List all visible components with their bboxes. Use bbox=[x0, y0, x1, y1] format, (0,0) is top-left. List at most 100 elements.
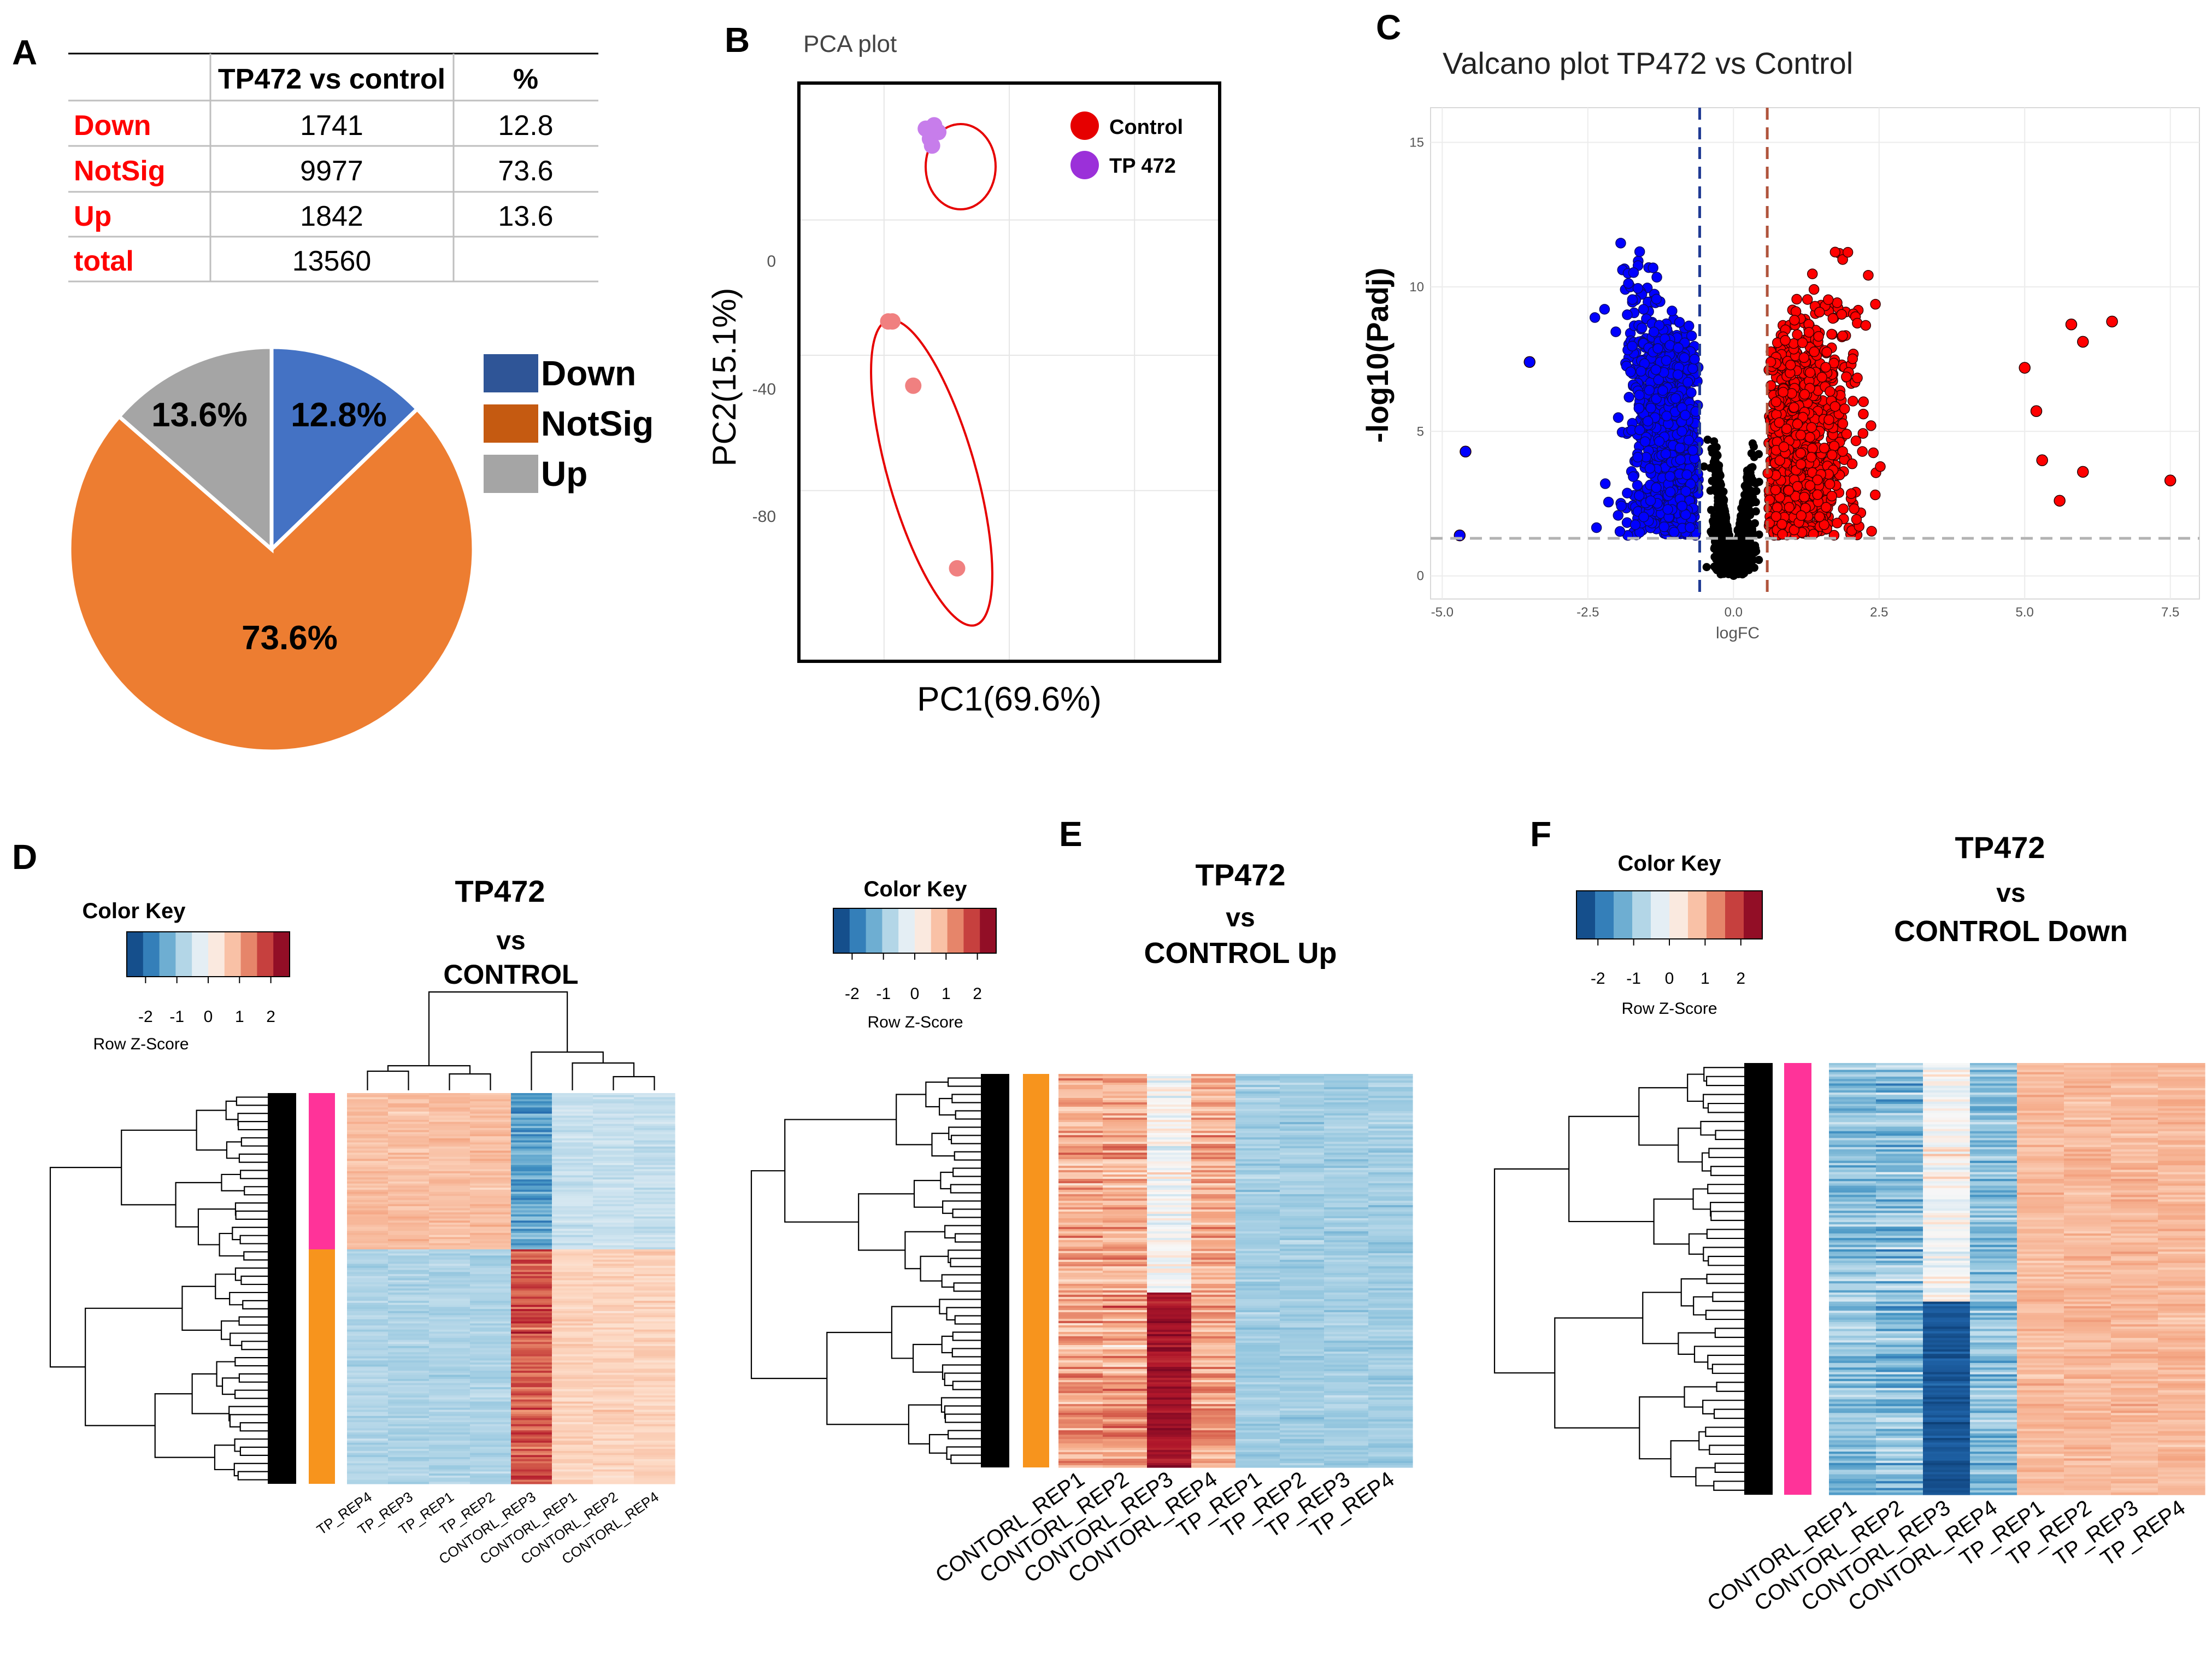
volcano-point bbox=[1857, 446, 1868, 457]
heatmap-cell bbox=[388, 1459, 430, 1462]
heatmap-cell bbox=[388, 1095, 430, 1098]
heatmap-cell bbox=[511, 1171, 552, 1174]
heatmap-cell bbox=[552, 1194, 593, 1196]
heatmap-cell bbox=[634, 1126, 675, 1129]
heatmap-cell bbox=[552, 1288, 593, 1291]
heatmap-cell bbox=[347, 1253, 389, 1256]
heatmap-cell bbox=[470, 1226, 511, 1229]
heatmap-cell bbox=[347, 1220, 389, 1223]
heatmap-cell bbox=[552, 1465, 593, 1468]
heatmap-cell bbox=[429, 1416, 470, 1419]
heatmap-cell bbox=[634, 1377, 675, 1379]
heatmap-cell bbox=[511, 1340, 552, 1342]
heatmap-cell bbox=[593, 1243, 634, 1246]
heatmap-cell bbox=[511, 1121, 552, 1125]
panel-b: B PCA plot 0 -40 -80 PC2(15.1%) PC1(69.6… bbox=[706, 20, 1221, 718]
heatmap-cell bbox=[429, 1317, 470, 1320]
heatmap-cell bbox=[511, 1362, 552, 1365]
heatmap-cell bbox=[552, 1364, 593, 1367]
heatmap-cell bbox=[552, 1237, 593, 1240]
heatmap-cell bbox=[429, 1220, 470, 1223]
heatmap-cell bbox=[347, 1412, 389, 1414]
heatmap-cell bbox=[470, 1328, 511, 1330]
heatmap-cell bbox=[347, 1103, 389, 1106]
heatmap-cell bbox=[429, 1185, 470, 1188]
heatmap-cell bbox=[552, 1272, 593, 1275]
heatmap-cell bbox=[388, 1371, 430, 1373]
color-key-tick: 2 bbox=[266, 1008, 275, 1026]
heatmap-cell bbox=[388, 1375, 430, 1377]
heatmap-cell bbox=[634, 1375, 675, 1377]
table-row-label: Up bbox=[74, 201, 111, 232]
heatmap-cell bbox=[511, 1235, 552, 1238]
heatmap-cell bbox=[593, 1177, 634, 1180]
heatmap-cell bbox=[388, 1430, 430, 1433]
heatmap-cell bbox=[593, 1290, 634, 1293]
heatmap-cell bbox=[429, 1434, 470, 1437]
heatmap-cell bbox=[347, 1118, 389, 1120]
heatmap-cell bbox=[511, 1315, 552, 1318]
heatmap-cell bbox=[347, 1231, 389, 1234]
heatmap-cell bbox=[552, 1282, 593, 1285]
heatmap-cell bbox=[593, 1313, 634, 1316]
heatmap-cell bbox=[552, 1334, 593, 1336]
heatmap-cell bbox=[552, 1138, 593, 1141]
heatmap-cell bbox=[470, 1249, 511, 1252]
heatmap-cell bbox=[593, 1362, 634, 1365]
volcano-point bbox=[1809, 346, 1820, 357]
heatmap-cell bbox=[388, 1416, 430, 1419]
heatmap-cell bbox=[634, 1097, 675, 1100]
heatmap-cell bbox=[552, 1286, 593, 1289]
heatmap-cell bbox=[552, 1301, 593, 1303]
heatmap-cell bbox=[388, 1103, 430, 1106]
heatmap-cell bbox=[429, 1432, 470, 1435]
heatmap-cell bbox=[634, 1218, 675, 1221]
heatmap-cell bbox=[388, 1457, 430, 1460]
heatmap-cell bbox=[511, 1150, 552, 1153]
heatmap-cell bbox=[347, 1124, 389, 1126]
heatmap-cell bbox=[593, 1302, 634, 1306]
pca-point bbox=[884, 313, 901, 330]
heatmap-cell bbox=[634, 1334, 675, 1336]
heatmap-cell bbox=[470, 1461, 511, 1464]
volcano-point bbox=[1686, 387, 1697, 398]
heatmap-cell bbox=[470, 1414, 511, 1417]
volcano-point bbox=[1751, 544, 1760, 553]
heatmap-cell bbox=[511, 1101, 552, 1104]
heatmap-cell bbox=[552, 1173, 593, 1176]
heatmap-cell bbox=[347, 1311, 389, 1314]
heatmap-cell bbox=[429, 1350, 470, 1353]
heatmap-cell bbox=[593, 1331, 634, 1334]
heatmap-cell bbox=[511, 1224, 552, 1228]
heatmap-cell bbox=[429, 1165, 470, 1168]
heatmap-cell bbox=[634, 1323, 675, 1326]
heatmap-cell bbox=[388, 1387, 430, 1390]
heatmap-cell bbox=[470, 1200, 511, 1203]
heatmap-cell bbox=[347, 1282, 389, 1285]
heatmap-cell bbox=[634, 1105, 675, 1108]
heatmap-cell bbox=[634, 1315, 675, 1318]
heatmap-cell bbox=[429, 1150, 470, 1153]
heatmap-cell bbox=[388, 1379, 430, 1382]
heatmap-cell bbox=[347, 1319, 389, 1322]
heatmap-cell bbox=[593, 1430, 634, 1433]
volcano-point bbox=[1613, 412, 1624, 423]
heatmap-cell bbox=[552, 1313, 593, 1316]
heatmap-cell bbox=[347, 1337, 389, 1341]
heatmap-cell bbox=[429, 1385, 470, 1388]
heatmap-cell bbox=[593, 1284, 634, 1287]
heatmap-cell bbox=[511, 1385, 552, 1388]
heatmap-cell bbox=[634, 1389, 675, 1392]
heatmap-cell bbox=[511, 1126, 552, 1129]
heatmap-cell bbox=[429, 1136, 470, 1139]
heatmap-cell bbox=[511, 1414, 552, 1417]
heatmap-cell bbox=[388, 1173, 430, 1176]
heatmap-cell bbox=[593, 1305, 634, 1307]
heatmap-cell bbox=[593, 1465, 634, 1468]
heatmap-cell bbox=[552, 1177, 593, 1180]
heatmap-cell bbox=[593, 1093, 634, 1096]
heatmap-cell bbox=[347, 1360, 389, 1363]
heatmap-cell bbox=[429, 1124, 470, 1126]
heatmap-cell bbox=[511, 1274, 552, 1277]
heatmap-cell bbox=[593, 1224, 634, 1228]
